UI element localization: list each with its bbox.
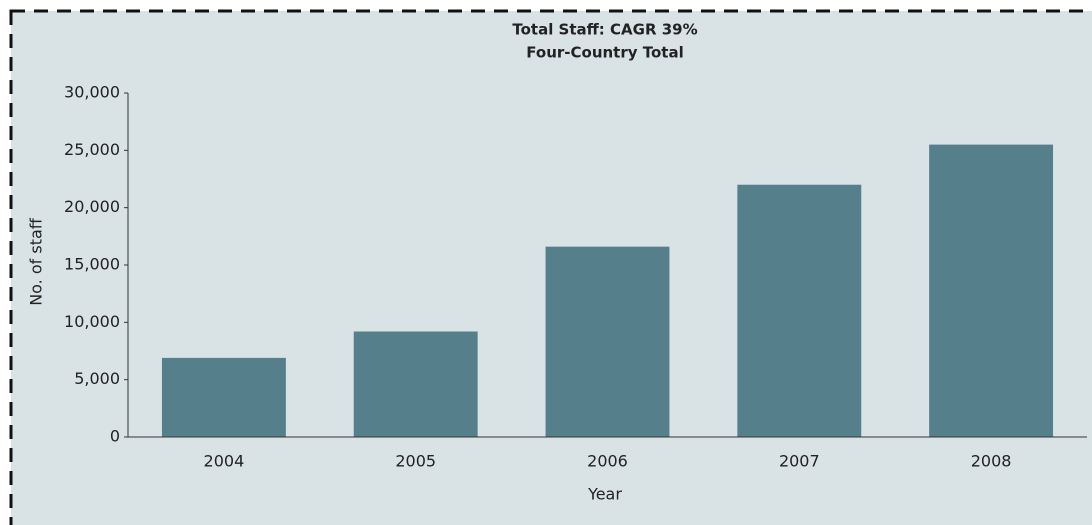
y-tick-label: 5,000 [74, 369, 120, 388]
chart-title: Total Staff: CAGR 39% [512, 21, 697, 39]
y-axis-label: No. of staff [27, 217, 46, 306]
x-tick-label: 2006 [587, 452, 628, 471]
bar [737, 184, 862, 437]
y-tick-label: 15,000 [64, 255, 120, 274]
x-tick-label: 2008 [971, 452, 1012, 471]
x-axis-label: Year [587, 485, 622, 504]
y-tick-label: 0 [110, 427, 120, 446]
x-tick-label: 2007 [779, 452, 820, 471]
bar [545, 246, 670, 437]
chart-subtitle: Four-Country Total [526, 44, 683, 62]
y-tick-label: 20,000 [64, 197, 120, 216]
bar [353, 331, 478, 437]
y-tick-label: 25,000 [64, 140, 120, 159]
x-tick-label: 2005 [395, 452, 436, 471]
bar [161, 357, 286, 437]
y-tick-label: 30,000 [64, 83, 120, 102]
y-tick-label: 10,000 [64, 312, 120, 331]
x-tick-label: 2004 [204, 452, 245, 471]
bar [929, 144, 1054, 437]
